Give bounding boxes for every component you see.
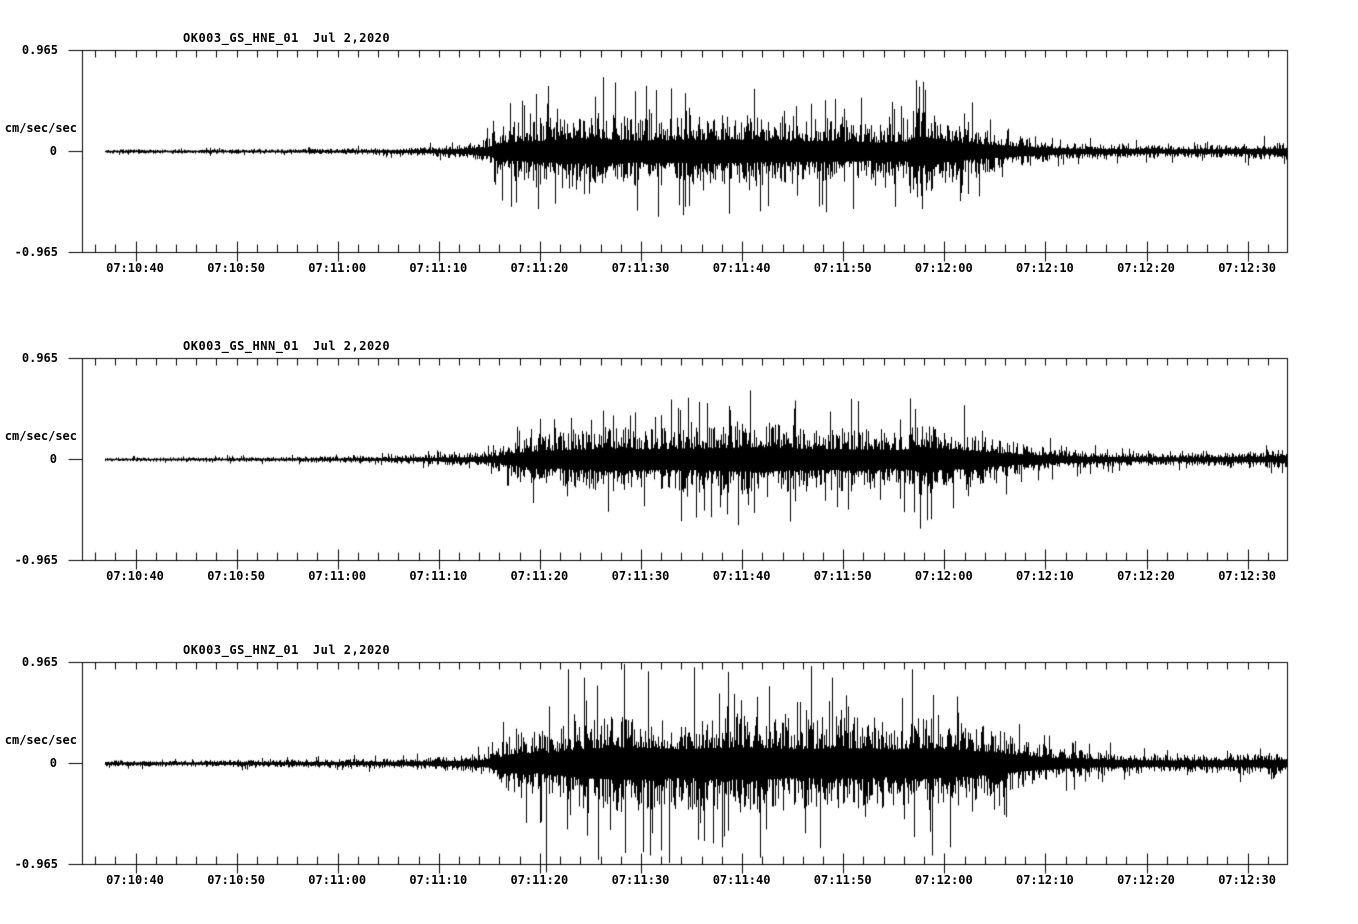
x-tick-label: 07:12:20	[1117, 569, 1175, 583]
record-date-label: Jul 2,2020	[312, 339, 391, 353]
record-date-label: Jul 2,2020	[312, 643, 391, 657]
x-tick-label: 07:10:50	[207, 873, 265, 887]
x-tick-label: 07:12:00	[914, 873, 973, 887]
x-tick-label: 07:11:40	[712, 873, 771, 887]
waveform-plot-hnn	[0, 308, 1358, 614]
x-tick-label: 07:11:30	[611, 261, 670, 275]
x-tick-label: 07:11:10	[409, 569, 468, 583]
x-tick-label: 07:11:20	[510, 873, 569, 887]
record-date-label: Jul 2,2020	[312, 31, 391, 45]
y-axis-zero-label: 0	[49, 452, 57, 466]
x-tick-label: 07:12:30	[1218, 569, 1276, 583]
x-tick-label: 07:11:40	[712, 261, 771, 275]
x-tick-label: 07:10:50	[207, 569, 265, 583]
seismogram-panel-hnz: OK003_GS_HNZ_01 Jul 2,2020 0.965 cm/sec/s…	[0, 612, 1358, 918]
x-tick-label: 07:10:40	[106, 873, 164, 887]
x-tick-label: 07:10:50	[207, 261, 265, 275]
x-tick-label: 07:11:30	[611, 873, 670, 887]
seismogram-panel-hnn: OK003_GS_HNN_01 Jul 2,2020 0.965 cm/sec/s…	[0, 308, 1358, 614]
x-tick-label: 07:12:30	[1218, 873, 1276, 887]
station-channel-label: OK003_GS_HNN_01	[183, 339, 299, 353]
x-tick-label: 07:11:10	[409, 873, 468, 887]
x-tick-label: 07:12:30	[1218, 261, 1276, 275]
x-tick-label: 07:12:10	[1015, 261, 1074, 275]
x-tick-label: 07:12:20	[1117, 261, 1175, 275]
x-tick-label: 07:11:20	[510, 569, 569, 583]
x-tick-label: 07:10:40	[106, 261, 164, 275]
x-tick-label: 07:11:50	[813, 873, 872, 887]
x-tick-label: 07:11:00	[308, 261, 367, 275]
panel-title: OK003_GS_HNN_01 Jul 2,2020	[183, 339, 390, 353]
x-tick-label: 07:10:40	[106, 569, 164, 583]
x-tick-label: 07:12:10	[1015, 569, 1074, 583]
x-tick-label: 07:11:50	[813, 261, 872, 275]
x-tick-label: 07:11:10	[409, 261, 468, 275]
y-axis-min-label: -0.965	[14, 245, 58, 259]
station-channel-label: OK003_GS_HNE_01	[183, 31, 299, 45]
station-channel-label: OK003_GS_HNZ_01	[183, 643, 299, 657]
y-axis-min-label: -0.965	[14, 553, 58, 567]
seismogram-panel-hne: OK003_GS_HNE_01 Jul 2,2020 0.965 cm/sec/s…	[0, 0, 1358, 306]
y-axis-unit-label: cm/sec/sec	[4, 733, 77, 747]
panel-title: OK003_GS_HNE_01 Jul 2,2020	[183, 31, 390, 45]
x-tick-label: 07:12:20	[1117, 873, 1175, 887]
x-tick-label: 07:11:00	[308, 569, 367, 583]
panel-title: OK003_GS_HNZ_01 Jul 2,2020	[183, 643, 390, 657]
y-axis-max-label: 0.965	[21, 655, 58, 669]
y-axis-unit-label: cm/sec/sec	[4, 121, 77, 135]
y-axis-min-label: -0.965	[14, 857, 58, 871]
y-axis-zero-label: 0	[49, 144, 57, 158]
waveform-plot-hnz	[0, 612, 1358, 918]
x-tick-label: 07:11:20	[510, 261, 569, 275]
x-tick-label: 07:12:00	[914, 261, 973, 275]
x-tick-label: 07:11:50	[813, 569, 872, 583]
x-tick-label: 07:12:00	[914, 569, 973, 583]
y-axis-max-label: 0.965	[21, 351, 58, 365]
x-tick-label: 07:11:40	[712, 569, 771, 583]
waveform-plot-hne	[0, 0, 1358, 306]
y-axis-max-label: 0.965	[21, 43, 58, 57]
x-tick-label: 07:12:10	[1015, 873, 1074, 887]
y-axis-unit-label: cm/sec/sec	[4, 429, 77, 443]
x-tick-label: 07:11:30	[611, 569, 670, 583]
x-tick-label: 07:11:00	[308, 873, 367, 887]
y-axis-zero-label: 0	[49, 756, 57, 770]
